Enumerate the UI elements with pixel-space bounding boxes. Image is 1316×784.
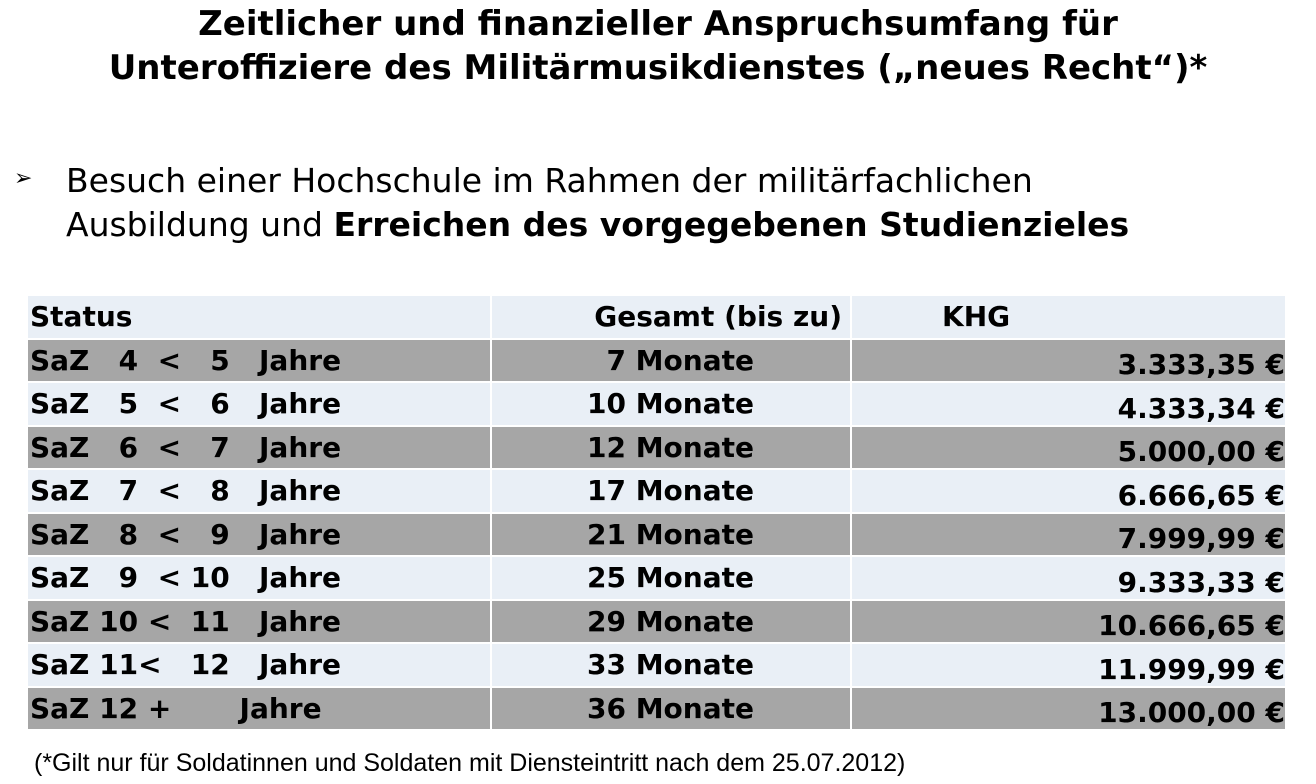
cell-status: SaZ 6 < 7 Jahre xyxy=(28,425,492,470)
cell-status: SaZ 7 < 8 Jahre xyxy=(28,469,492,514)
bullet-line-1: Besuch einer Hochschule im Rahmen der mi… xyxy=(66,161,1033,200)
cell-khg: 5.000,00 € xyxy=(851,425,1287,470)
bullet-line-2-bold: Erreichen des vorgegebenen Studienzieles xyxy=(333,205,1130,244)
cell-status: SaZ 12 + Jahre xyxy=(28,686,492,731)
cell-gesamt: 12 Monate xyxy=(491,425,852,470)
cell-gesamt: 17 Monate xyxy=(491,469,852,514)
cell-khg: 7.999,99 € xyxy=(851,512,1287,557)
cell-gesamt: 7 Monate xyxy=(491,338,852,383)
table-row: SaZ 12 + Jahre 36 Monate 13.000,00 € xyxy=(28,686,1287,731)
page-title: Zeitlicher und finanzieller Anspruchsumf… xyxy=(0,2,1316,90)
arrow-bullet-icon: ➢ xyxy=(14,166,33,191)
table-header-row: Status Gesamt (bis zu) KHG xyxy=(28,296,1287,340)
entitlement-table: Status Gesamt (bis zu) KHG SaZ 4 < 5 Jah… xyxy=(28,296,1287,731)
cell-gesamt: 33 Monate xyxy=(491,643,852,688)
cell-status: SaZ 9 < 10 Jahre xyxy=(28,556,492,601)
table-row: SaZ 4 < 5 Jahre 7 Monate 3.333,35 € xyxy=(28,338,1287,383)
cell-khg: 11.999,99 € xyxy=(851,643,1287,688)
cell-khg: 3.333,35 € xyxy=(851,338,1287,383)
cell-khg: 6.666,65 € xyxy=(851,469,1287,514)
cell-khg: 10.666,65 € xyxy=(851,599,1287,644)
cell-gesamt: 29 Monate xyxy=(491,599,852,644)
footnote: (*Gilt nur für Soldatinnen und Soldaten … xyxy=(34,749,906,777)
table-row: SaZ 9 < 10 Jahre 25 Monate 9.333,33 € xyxy=(28,556,1287,601)
title-line-2: Unteroffiziere des Militärmusikdienstes … xyxy=(108,48,1208,88)
cell-status: SaZ 10 < 11 Jahre xyxy=(28,599,492,644)
table-row: SaZ 5 < 6 Jahre 10 Monate 4.333,34 € xyxy=(28,382,1287,427)
cell-status: SaZ 4 < 5 Jahre xyxy=(28,338,492,383)
header-gesamt: Gesamt (bis zu) xyxy=(491,296,852,340)
cell-status: SaZ 11< 12 Jahre xyxy=(28,643,492,688)
table-row: SaZ 11< 12 Jahre 33 Monate 11.999,99 € xyxy=(28,643,1287,688)
bullet-line-2-plain: Ausbildung und xyxy=(66,205,334,244)
cell-gesamt: 21 Monate xyxy=(491,512,852,557)
table-row: SaZ 8 < 9 Jahre 21 Monate 7.999,99 € xyxy=(28,512,1287,557)
header-status: Status xyxy=(28,296,492,340)
header-khg: KHG xyxy=(851,296,1287,340)
cell-khg: 13.000,00 € xyxy=(851,686,1287,731)
cell-status: SaZ 5 < 6 Jahre xyxy=(28,382,492,427)
cell-khg: 4.333,34 € xyxy=(851,382,1287,427)
cell-gesamt: 10 Monate xyxy=(491,382,852,427)
cell-khg: 9.333,33 € xyxy=(851,556,1287,601)
cell-gesamt: 25 Monate xyxy=(491,556,852,601)
table-row: SaZ 6 < 7 Jahre 12 Monate 5.000,00 € xyxy=(28,425,1287,470)
cell-status: SaZ 8 < 9 Jahre xyxy=(28,512,492,557)
table-row: SaZ 7 < 8 Jahre 17 Monate 6.666,65 € xyxy=(28,469,1287,514)
table-row: SaZ 10 < 11 Jahre 29 Monate 10.666,65 € xyxy=(28,599,1287,644)
bullet-text: Besuch einer Hochschule im Rahmen der mi… xyxy=(66,159,1286,247)
cell-gesamt: 36 Monate xyxy=(491,686,852,731)
title-line-1: Zeitlicher und finanzieller Anspruchsumf… xyxy=(198,4,1118,44)
